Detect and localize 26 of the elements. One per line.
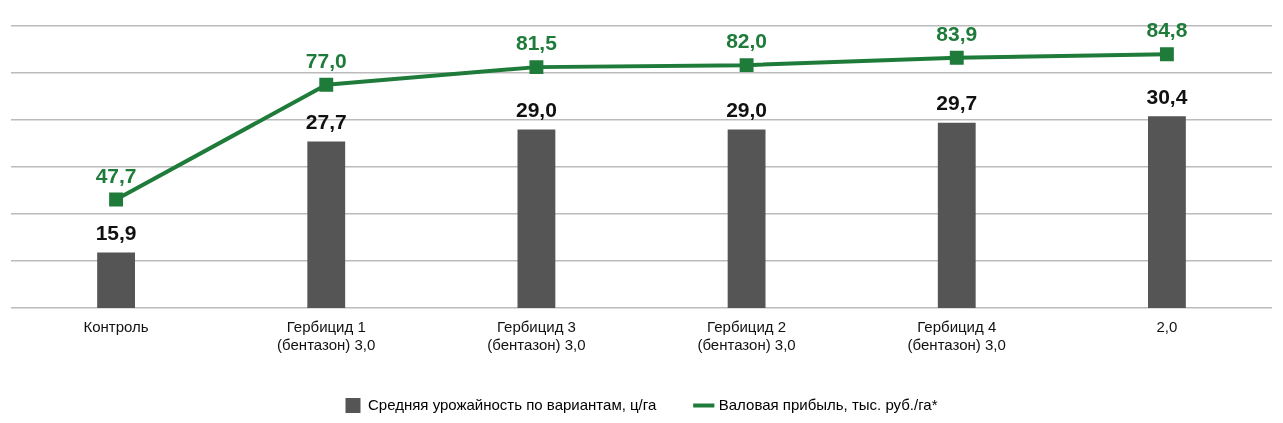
point [949,50,964,65]
data-label: 30,4 [1146,84,1188,108]
data-label: 29,7 [936,91,978,115]
data-label: 84,8 [1146,18,1188,42]
x-tick-label: Контроль [83,318,149,336]
x-tick-label: Гербицид 2 (бентазон) 3,0 [697,318,796,354]
legend-label: Валовая прибыль, тыс. руб./га* [718,395,938,413]
x-tick-label: 2,0 [1156,318,1178,336]
x-tick-label: Гербицид 3 (бентазон) 3,0 [487,318,586,354]
point [739,58,754,73]
x-tick-label: Гербицид 4 (бентазон) 3,0 [907,318,1006,354]
point [529,60,544,75]
point [109,192,124,207]
data-label: 82,0 [726,29,768,53]
x-tick-label: Гербицид 1 (бентазон) 3,0 [277,318,376,354]
legend-label: Средняя урожайность по вариантам, ц/га [367,395,657,413]
point [1159,47,1174,62]
data-label: 47,7 [95,163,137,187]
data-label: 83,9 [936,22,978,46]
data-label: 15,9 [95,220,137,244]
data-label: 81,5 [515,31,558,55]
data-label: 29,0 [726,97,768,121]
data-label: 77,0 [305,49,347,73]
point [319,77,334,92]
data-label: 29,0 [515,97,557,121]
data-label: 27,7 [305,109,347,133]
